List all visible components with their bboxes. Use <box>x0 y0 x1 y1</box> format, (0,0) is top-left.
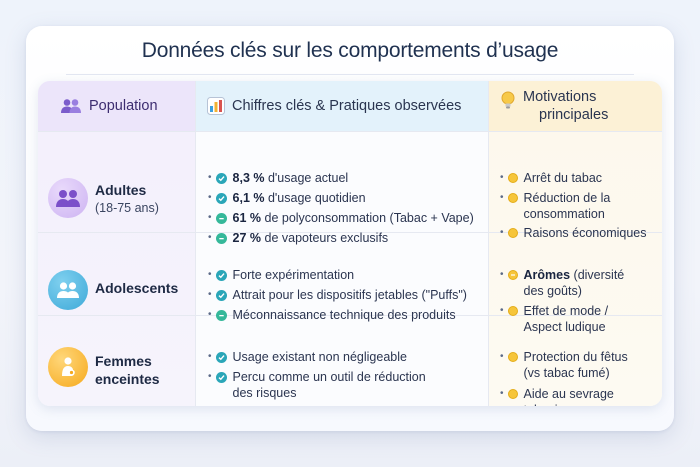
check-circle-icon <box>215 172 227 184</box>
motivations-column <box>488 81 662 406</box>
motivation-item: • Réduction de la consommation <box>500 191 611 221</box>
page-title: Données clés sur les comportements d’usa… <box>141 39 559 62</box>
header-population-label: Population <box>89 98 158 114</box>
group-icon <box>57 282 79 298</box>
motivation-item: • Arrêt du tabac <box>500 171 603 185</box>
figure-item: • 27 % de vapoteurs exclusifs <box>208 231 389 245</box>
figure-item: • 8,3 % d'usage actuel <box>208 171 349 185</box>
pregnant-woman-icon <box>62 357 75 376</box>
pregnant-women-avatar <box>48 347 88 387</box>
check-circle-icon <box>215 371 227 383</box>
header-motivations-label: Motivations principales <box>523 89 609 123</box>
check-circle-icon <box>215 269 227 281</box>
header-figures: Chiffres clés & Pratiques observées <box>195 81 488 131</box>
minus-circle-icon <box>215 212 227 224</box>
pregnant-women-label: Femmes enceintes <box>95 353 160 387</box>
figures-column <box>195 81 488 406</box>
motivation-item: • Raisons économiques <box>500 226 647 240</box>
motivation-item: • Effet de mode / Aspect ludique <box>500 304 609 334</box>
figure-item: • Forte expérimentation <box>208 268 355 282</box>
minus-circle-icon <box>215 232 227 244</box>
lightbulb-icon <box>500 91 516 111</box>
motivation-item: • Aide au sevragetabagique <box>500 387 614 406</box>
header-figures-label: Chiffres clés & Pratiques observées <box>232 98 462 114</box>
people-icon <box>60 98 82 114</box>
adolescents-avatar <box>48 270 88 310</box>
check-circle-icon <box>215 192 227 204</box>
title-divider <box>66 74 634 75</box>
figure-item: • 6,1 % d'usage quotidien <box>208 191 366 205</box>
group-icon <box>56 190 80 207</box>
data-table: Population Chiffres clés & Pratiques obs… <box>38 81 662 406</box>
header-motivations: Motivations principales <box>488 81 662 131</box>
check-circle-icon <box>215 351 227 363</box>
figure-item: • Méconnaissance technique des produits <box>208 308 456 322</box>
minus-circle-icon <box>215 309 227 321</box>
header-population: Population <box>38 81 195 131</box>
adults-avatar <box>48 178 88 218</box>
adults-label: Adultes <box>95 182 147 198</box>
adults-age-range: (18-75 ans) <box>95 201 159 215</box>
figure-item: • Usage existant non négligeable <box>208 350 407 364</box>
figure-item: • Attrait pour les dispositifs jetables … <box>208 288 467 302</box>
motivation-item: • Arômes (diversité des goûts) <box>500 268 625 298</box>
check-circle-icon <box>215 289 227 301</box>
figure-item: • Percu comme un outil de réduction des r… <box>208 370 426 400</box>
minus-circle-icon <box>507 270 518 280</box>
bar-chart-icon <box>207 97 225 115</box>
info-card: Données clés sur les comportements d’usa… <box>26 26 674 431</box>
figure-item: • 61 % de polyconsommation (Tabac + Vape… <box>208 211 474 225</box>
adolescents-label: Adolescents <box>95 280 179 296</box>
motivation-item: • Protection du fêtus (vs tabac fumé) <box>500 350 628 380</box>
